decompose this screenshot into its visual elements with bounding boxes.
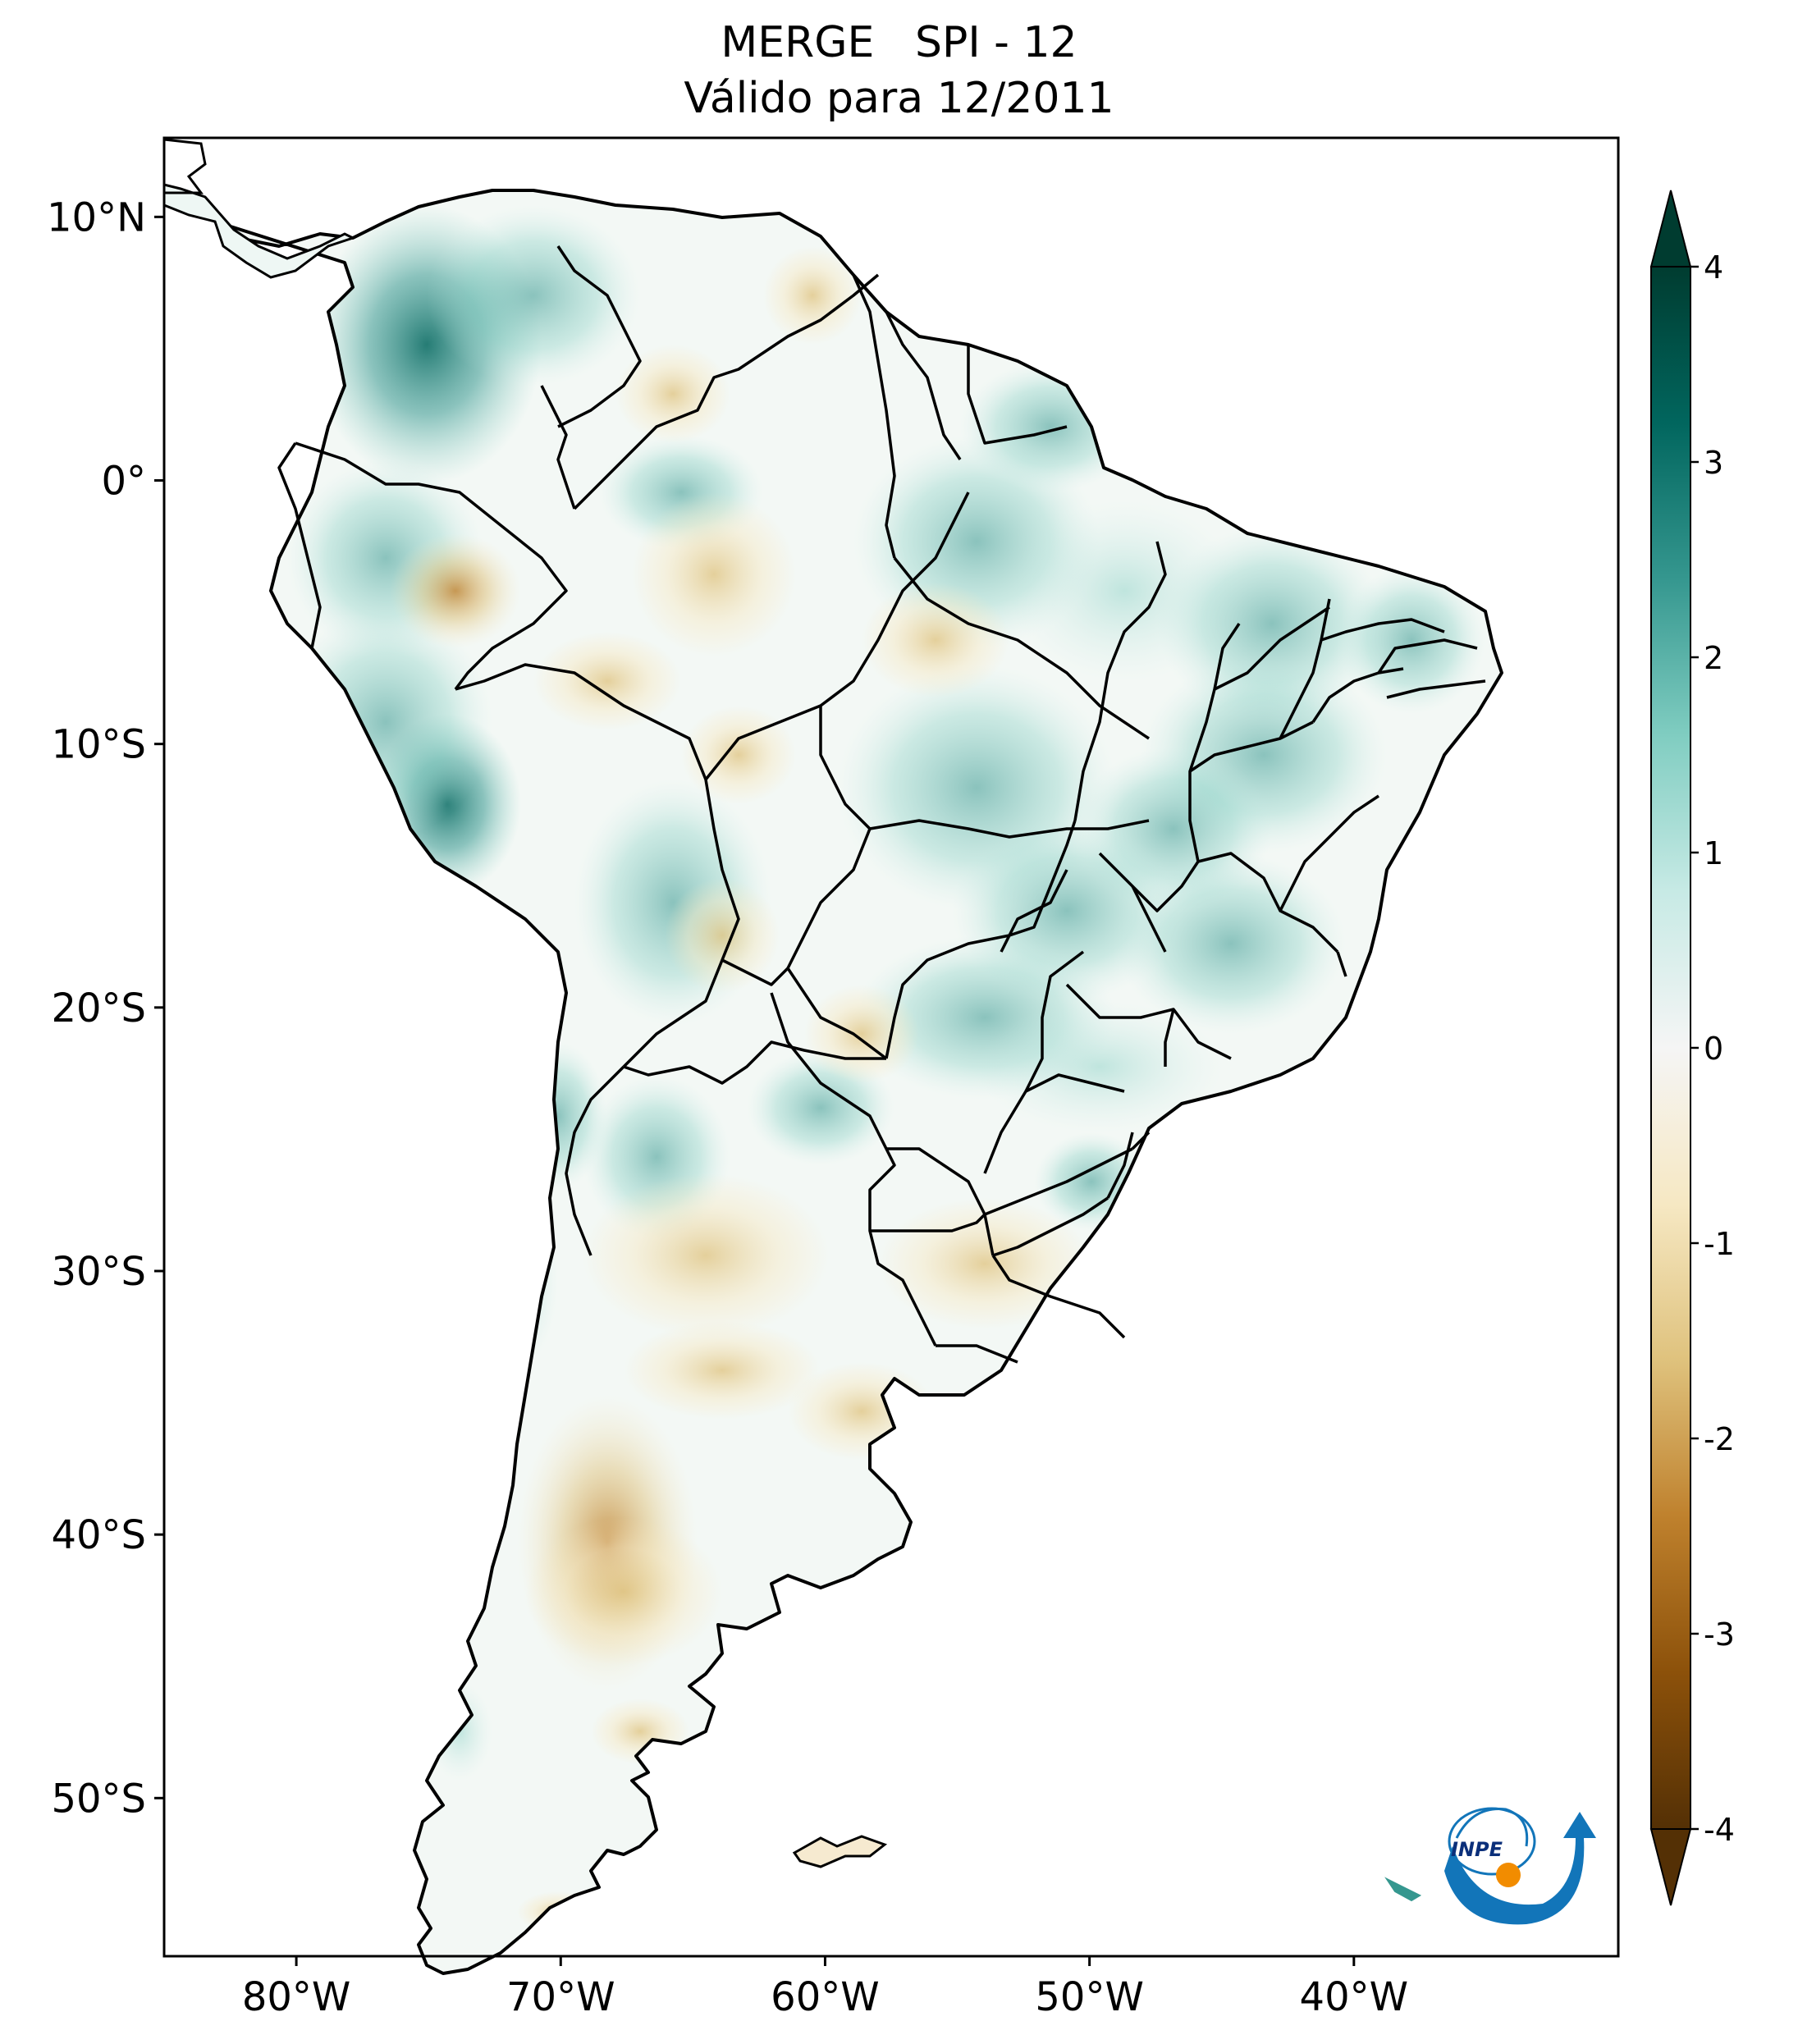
map-title-line-2: Válido para 12/2011: [684, 74, 1114, 123]
map-title-line-1: MERGE SPI - 12: [0, 18, 1798, 67]
lat-tick-label: 30°S: [51, 1249, 146, 1295]
colorbar-tick-label: 1: [1704, 835, 1723, 871]
lat-tick-label: 40°S: [51, 1512, 146, 1558]
colorbar-ticks: 4 3 2 1 0 -1 -2 -3 -4: [1690, 249, 1735, 1848]
lat-tick-label: 50°S: [51, 1776, 146, 1822]
central-america: [162, 183, 356, 279]
logo-text: INPE: [1451, 1838, 1503, 1861]
colorbar-tick-label: -2: [1704, 1421, 1735, 1457]
colorbar: 4 3 2 1 0 -1 -2 -3 -4: [1649, 190, 1735, 1906]
lat-tick-label: 0°: [101, 459, 146, 505]
political-borders: [277, 245, 1486, 1364]
logo-arc: [1455, 1807, 1529, 1847]
colorbar-extend-bottom: [1649, 1828, 1692, 1906]
colorbar-gradient: [1650, 266, 1691, 1830]
logo-sun: [1496, 1863, 1521, 1887]
map-frame: [162, 136, 1620, 1958]
lon-tick-label: 70°W: [506, 1974, 615, 2020]
lon-tick-label: 80°W: [242, 1974, 351, 2020]
colorbar-tick-label: -1: [1704, 1226, 1735, 1262]
colorbar-tick-label: 4: [1704, 249, 1723, 286]
logo-swoosh: [1444, 1812, 1596, 1925]
lon-tick-label: 50°W: [1035, 1974, 1144, 2020]
colorbar-tick-label: 3: [1704, 445, 1723, 481]
lat-tick-label: 10°S: [51, 722, 146, 768]
lat-tick-label: 20°S: [51, 985, 146, 1031]
south-georgia: [1384, 1877, 1422, 1902]
title-dataset: MERGE: [721, 18, 875, 67]
falkland-islands: [792, 1835, 888, 1868]
lon-tick-label: 60°W: [771, 1974, 880, 2020]
longitude-axis: 80°W 70°W 60°W 50°W 40°W: [242, 1956, 1408, 2020]
latitude-axis: 10°N 0° 10°S 20°S 30°S 40°S 50°S: [47, 194, 164, 1822]
lat-tick-label: 10°N: [47, 194, 146, 240]
colorbar-tick-label: 2: [1704, 640, 1723, 676]
inpe-logo: INPE: [1444, 1807, 1596, 1925]
colorbar-tick-label: -3: [1704, 1616, 1735, 1653]
colorbar-tick-label: -4: [1704, 1812, 1735, 1848]
lon-tick-label: 40°W: [1300, 1974, 1409, 2020]
colorbar-tick-label: 0: [1704, 1031, 1723, 1067]
title-index: SPI - 12: [914, 18, 1077, 67]
colorbar-extend-top: [1649, 190, 1692, 268]
coastline: [213, 189, 1503, 1975]
